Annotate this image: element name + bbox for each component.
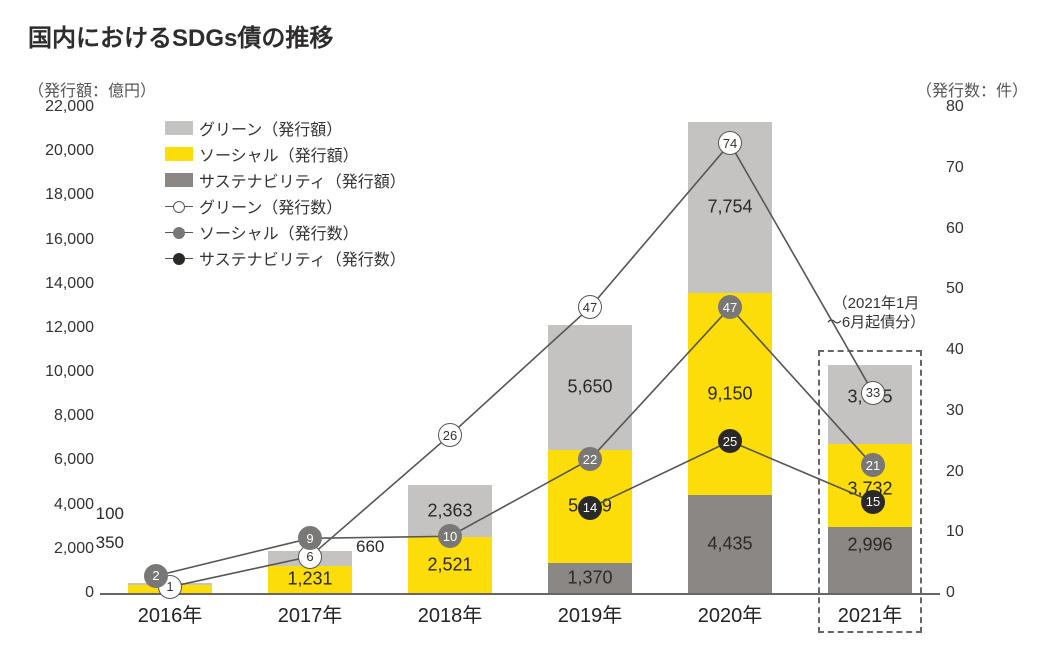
y-axis-right-label: （発行数：件）: [916, 77, 1028, 101]
y-left-tick: 18,000: [45, 186, 94, 204]
y-right-tick: 10: [946, 523, 964, 541]
legend-label: ソーシャル（発行額）: [199, 142, 359, 166]
legend-swatch: [165, 206, 193, 207]
y-right-tick: 0: [946, 584, 955, 602]
x-tick: 2020年: [698, 599, 763, 628]
y-right-tick: 80: [946, 98, 964, 116]
x-tick: 2016年: [138, 599, 203, 628]
bar-green: [828, 365, 912, 444]
marker-social: 9: [298, 526, 322, 550]
y-left-tick: 2,000: [54, 540, 94, 558]
y-right-tick: 20: [946, 463, 964, 481]
y-left-tick: 22,000: [45, 98, 94, 116]
marker-sustain: 14: [578, 496, 602, 520]
marker-green: 47: [578, 295, 602, 319]
bar-label-green: 100: [96, 504, 124, 524]
bar-green: [548, 325, 632, 450]
y-right-tick: 60: [946, 220, 964, 238]
legend-item: グリーン（発行数）: [165, 193, 406, 219]
legend: グリーン（発行額）ソーシャル（発行額）サステナビリティ（発行額）グリーン（発行数…: [165, 115, 406, 271]
x-tick: 2019年: [558, 599, 623, 628]
marker-social: 21: [861, 453, 885, 477]
bar-social: [268, 566, 352, 593]
y-right-tick: 40: [946, 341, 964, 359]
y-left-tick: 20,000: [45, 142, 94, 160]
legend-label: サステナビリティ（発行額）: [199, 168, 406, 192]
plot-wrap: （発行額：億円） （発行数：件） 02,0004,0006,0008,00010…: [28, 77, 1028, 637]
y-right-tick: 70: [946, 159, 964, 177]
marker-green: 26: [438, 423, 462, 447]
marker-green: 74: [718, 131, 742, 155]
legend-label: サステナビリティ（発行数）: [199, 246, 406, 270]
legend-item: サステナビリティ（発行数）: [165, 245, 406, 271]
x-tick: 2021年: [838, 599, 903, 628]
y-left-tick: 0: [85, 584, 94, 602]
legend-swatch: [165, 147, 193, 161]
legend-item: サステナビリティ（発行額）: [165, 167, 406, 193]
y-left-tick: 10,000: [45, 363, 94, 381]
chart-container: 国内におけるSDGs債の推移 （発行額：億円） （発行数：件） 02,0004,…: [0, 0, 1056, 657]
legend-swatch: [165, 121, 193, 135]
y-left-tick: 8,000: [54, 407, 94, 425]
plot-area: 02,0004,0006,0008,00010,00012,00014,0001…: [100, 107, 940, 593]
marker-sustain: 15: [861, 490, 885, 514]
legend-item: ソーシャル（発行額）: [165, 141, 406, 167]
bar-label-green: 660: [356, 537, 384, 557]
partial-year-label: （2021年1月～6月起債分）: [814, 295, 938, 333]
legend-swatch: [165, 173, 193, 187]
y-right-tick: 30: [946, 402, 964, 420]
x-tick: 2017年: [278, 599, 343, 628]
marker-social: 2: [144, 564, 168, 588]
y-left-tick: 4,000: [54, 496, 94, 514]
marker-sustain: 25: [718, 429, 742, 453]
bar-sustain: [828, 527, 912, 593]
marker-social: 22: [578, 447, 602, 471]
y-left-tick: 6,000: [54, 451, 94, 469]
y-left-tick: 12,000: [45, 319, 94, 337]
legend-label: グリーン（発行数）: [199, 194, 342, 218]
bar-sustain: [688, 495, 772, 593]
marker-social: 10: [438, 524, 462, 548]
x-tick: 2018年: [418, 599, 483, 628]
y-left-tick: 14,000: [45, 275, 94, 293]
legend-label: グリーン（発行額）: [199, 116, 342, 140]
bar-social: [688, 293, 772, 495]
legend-item: ソーシャル（発行数）: [165, 219, 406, 245]
chart-title: 国内におけるSDGs債の推移: [28, 18, 1028, 53]
bar-sustain: [548, 563, 632, 593]
y-left-tick: 16,000: [45, 231, 94, 249]
legend-item: グリーン（発行額）: [165, 115, 406, 141]
legend-swatch: [165, 232, 193, 233]
x-axis-line: [100, 593, 940, 595]
legend-label: ソーシャル（発行数）: [199, 220, 359, 244]
marker-social: 47: [718, 295, 742, 319]
marker-green: 33: [861, 381, 885, 405]
legend-swatch: [165, 258, 193, 259]
y-right-tick: 50: [946, 280, 964, 298]
bar-label-social: 350: [96, 533, 124, 553]
